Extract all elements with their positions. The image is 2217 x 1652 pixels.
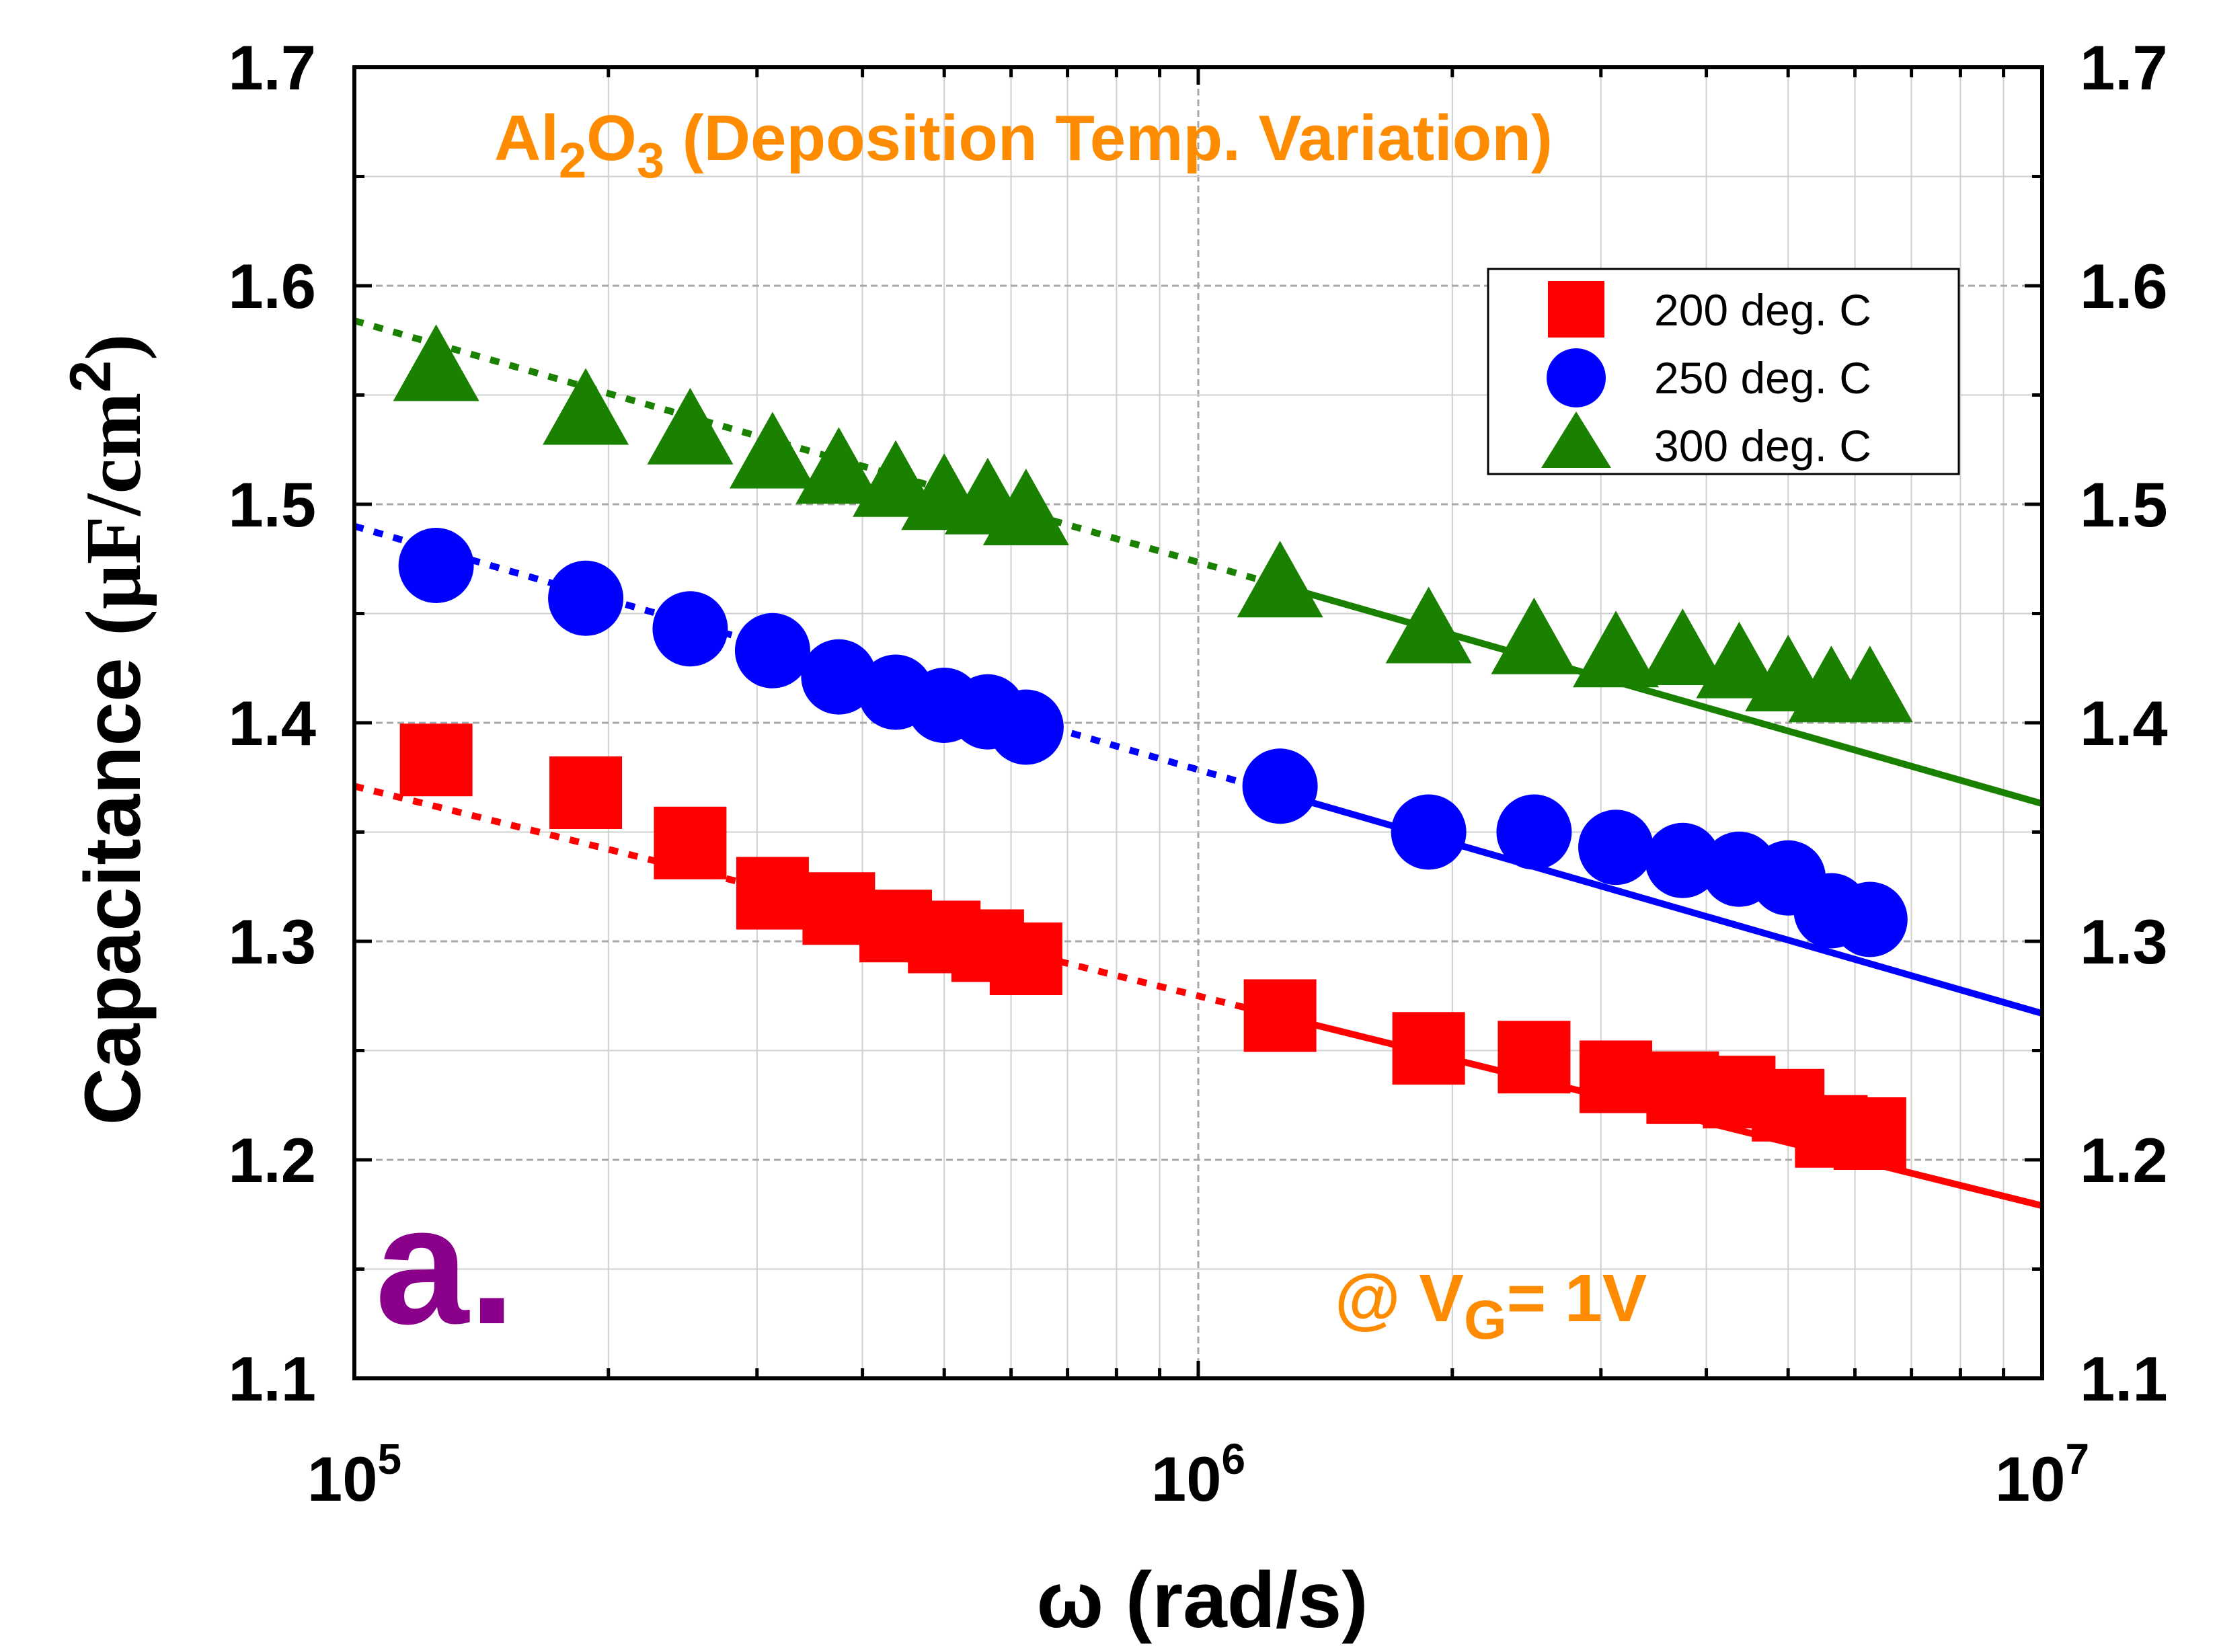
y-tick-label-left: 1.3 <box>228 906 316 977</box>
data-point-250 <box>1242 748 1318 824</box>
data-point-300 <box>1639 608 1726 685</box>
chart-title: Al2O3 (Deposition Temp. Variation) <box>494 102 1553 188</box>
data-point-300 <box>1237 541 1323 618</box>
x-tick-label: 106 <box>1151 1435 1245 1514</box>
data-point-200 <box>1580 1040 1653 1113</box>
data-point-300 <box>647 387 734 465</box>
plot-frame <box>352 65 2044 1380</box>
data-point-250 <box>1578 810 1654 886</box>
bias-annotation: @ VG= 1V <box>1335 1261 1647 1351</box>
x-tick-base: 10 <box>307 1444 378 1514</box>
x-tick-base: 10 <box>1151 1444 1222 1514</box>
data-point-200 <box>736 857 809 930</box>
data-point-250 <box>398 528 474 603</box>
x-tick-exponent: 5 <box>377 1435 401 1483</box>
legend-marker-200 <box>1548 281 1604 338</box>
data-point-200 <box>1498 1021 1571 1094</box>
data-point-250 <box>652 591 728 667</box>
data-point-300 <box>543 368 629 445</box>
x-tick-base: 10 <box>1995 1444 2066 1514</box>
data-point-300 <box>1385 586 1472 664</box>
y-tick-label-left: 1.4 <box>228 688 316 758</box>
x-tick-label: 105 <box>307 1435 401 1514</box>
data-point-300 <box>1826 645 1913 723</box>
data-point-300 <box>1491 597 1578 674</box>
fit-line-solid <box>1293 586 2044 808</box>
legend-label-200: 200 deg. C <box>1654 285 1871 335</box>
data-point-200 <box>654 806 727 879</box>
y-tick-label-left: 1.1 <box>228 1343 316 1414</box>
legend-label-300: 300 deg. C <box>1654 421 1871 471</box>
data-point-250 <box>734 613 810 689</box>
data-point-300 <box>853 440 939 517</box>
data-markers <box>393 324 1913 1170</box>
data-point-250 <box>1645 822 1721 898</box>
x-axis-title: ω (rad/s) <box>1036 1556 1368 1645</box>
y-axis-title: Capacitance (μF/cm2) <box>59 334 157 1126</box>
data-point-250 <box>1391 794 1467 870</box>
data-point-250 <box>1832 881 1908 957</box>
data-point-200 <box>1243 979 1317 1052</box>
legend: 200 deg. C 250 deg. C 300 deg. C <box>1487 268 1960 475</box>
grid <box>354 67 2042 1378</box>
data-point-250 <box>548 560 624 636</box>
y-tick-label-right: 1.3 <box>2080 906 2168 977</box>
x-tick-exponent: 7 <box>2065 1435 2089 1483</box>
x-tick-exponent: 6 <box>1221 1435 1245 1483</box>
data-point-300 <box>795 427 882 504</box>
y-tick-label-right: 1.2 <box>2080 1125 2168 1195</box>
panel-label: a. <box>375 1171 516 1359</box>
data-point-300 <box>729 411 816 489</box>
y-tick-label-right: 1.7 <box>2080 32 2168 103</box>
data-point-200 <box>989 922 1062 995</box>
x-tick-label: 107 <box>1995 1435 2089 1514</box>
data-point-250 <box>988 689 1064 765</box>
legend-marker-300 <box>1541 411 1611 468</box>
y-tick-label-left: 1.2 <box>228 1125 316 1195</box>
data-point-200 <box>399 723 473 797</box>
data-point-300 <box>393 324 479 401</box>
y-tick-label-right: 1.6 <box>2080 251 2168 321</box>
legend-label-250: 250 deg. C <box>1654 353 1871 403</box>
y-tick-label-right: 1.4 <box>2080 688 2168 758</box>
data-point-300 <box>982 469 1069 545</box>
data-point-200 <box>1833 1097 1906 1170</box>
data-point-300 <box>1696 621 1783 699</box>
data-point-250 <box>801 639 877 715</box>
y-tick-label-right: 1.1 <box>2080 1343 2168 1414</box>
y-tick-label-right: 1.5 <box>2080 469 2168 540</box>
y-tick-label-left: 1.5 <box>228 469 316 540</box>
data-point-200 <box>1392 1012 1465 1085</box>
data-point-250 <box>1496 794 1572 870</box>
data-point-200 <box>549 756 623 829</box>
y-tick-label-left: 1.7 <box>228 32 316 103</box>
y-tick-label-left: 1.6 <box>228 251 316 321</box>
tick-labels: 1.1 1.1 1.2 1.2 1.3 1.3 1.4 1.4 1.5 1.5 1.6 1.6 1.7 1… <box>228 32 2167 1514</box>
legend-marker-250 <box>1547 348 1606 407</box>
data-point-300 <box>1573 611 1660 688</box>
